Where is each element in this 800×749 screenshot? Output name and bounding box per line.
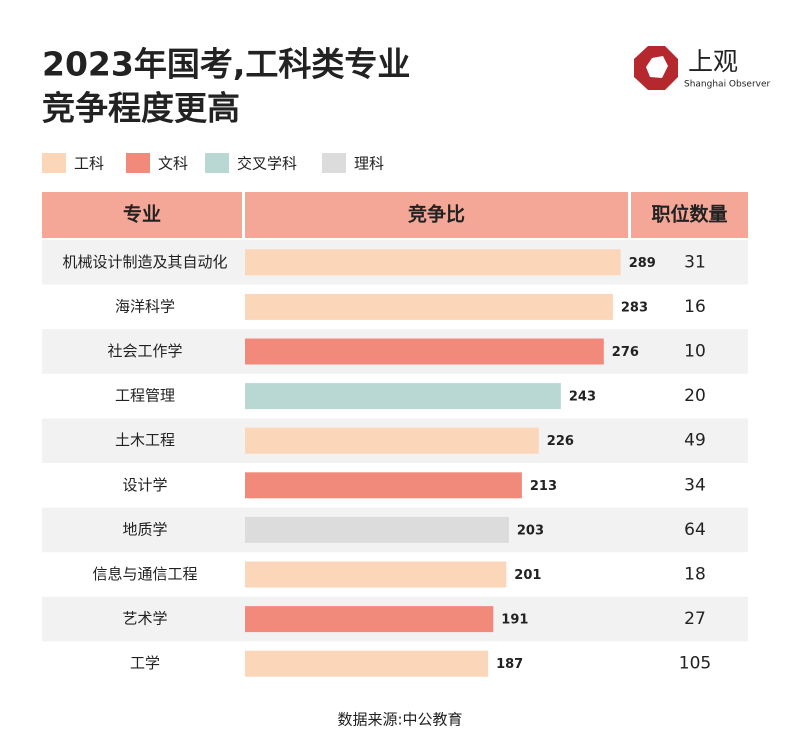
- logo-name: 上观: [688, 47, 738, 76]
- category-label: 地质学: [122, 520, 167, 538]
- bar: [245, 338, 604, 365]
- positions-label: 10: [684, 342, 706, 362]
- positions-label: 34: [684, 475, 706, 495]
- value-label: 213: [530, 479, 557, 494]
- bar: [245, 606, 494, 633]
- bar: [245, 293, 613, 320]
- positions-label: 27: [684, 609, 706, 629]
- logo-icon: [646, 56, 668, 78]
- source: 数据来源:中公教育: [337, 711, 462, 729]
- category-label: 设计学: [122, 476, 167, 494]
- positions-label: 18: [684, 565, 706, 585]
- value-label: 226: [547, 434, 574, 449]
- value-label: 276: [612, 345, 639, 360]
- legend-label: 交叉学科: [237, 155, 297, 173]
- legend-swatch: [322, 153, 346, 173]
- value-label: 191: [501, 613, 528, 628]
- bar: [245, 650, 489, 677]
- legend-label: 理科: [354, 155, 384, 173]
- positions-label: 64: [684, 520, 706, 540]
- category-label: 土木工程: [115, 431, 175, 449]
- value-label: 187: [496, 657, 523, 672]
- positions-label: 31: [684, 252, 706, 272]
- header-cell: [631, 192, 748, 238]
- column-header: 竞争比: [408, 203, 465, 226]
- legend-swatch: [42, 153, 66, 173]
- value-label: 201: [514, 568, 541, 583]
- header-cell: [245, 192, 628, 238]
- column-header: 专业: [123, 203, 161, 226]
- value-label: 243: [569, 390, 596, 405]
- value-label: 203: [517, 523, 544, 538]
- legend-label: 工科: [74, 155, 104, 173]
- category-label: 工学: [130, 654, 160, 672]
- bar: [245, 427, 539, 454]
- positions-label: 20: [684, 386, 706, 406]
- positions-label: 49: [684, 431, 706, 451]
- bar: [245, 383, 561, 410]
- category-label: 机械设计制造及其自动化: [62, 253, 227, 271]
- header-cell: [42, 192, 242, 238]
- category-label: 工程管理: [115, 387, 175, 405]
- chart-title: 竞争程度更高: [42, 89, 240, 128]
- positions-label: 16: [684, 297, 706, 317]
- category-label: 社会工作学: [107, 342, 182, 360]
- value-label: 289: [629, 256, 656, 271]
- value-label: 283: [621, 300, 648, 315]
- bar: [245, 561, 507, 588]
- bar: [245, 472, 522, 499]
- category-label: 艺术学: [122, 610, 167, 628]
- bar: [245, 516, 509, 543]
- column-header: 职位数量: [651, 203, 727, 226]
- logo: 上观 Shanghai Observer: [634, 46, 771, 90]
- legend-swatch: [126, 153, 150, 173]
- bar: [245, 249, 621, 276]
- category-label: 信息与通信工程: [92, 565, 197, 583]
- legend-label: 文科: [158, 155, 188, 173]
- positions-label: 105: [679, 654, 711, 674]
- chart-title: 2023年国考,工科类专业: [42, 45, 410, 84]
- logo-subtitle: Shanghai Observer: [684, 80, 771, 90]
- legend-swatch: [205, 153, 229, 173]
- category-label: 海洋科学: [115, 297, 175, 315]
